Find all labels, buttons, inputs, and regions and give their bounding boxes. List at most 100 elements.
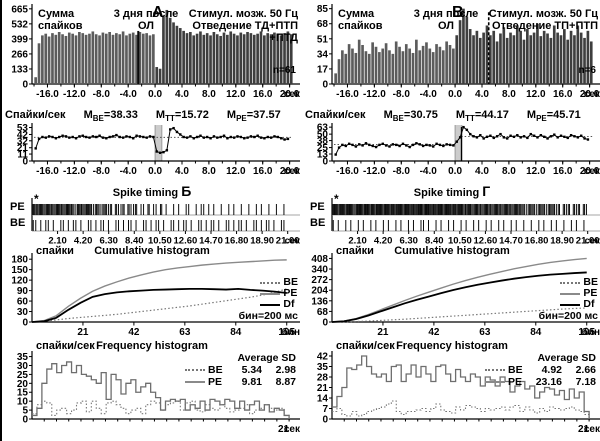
panel-raster-right: 2.10 4.20 6.30 8.40 10.50 12.60 14.70 16.80 18.9…	[302, 183, 600, 247]
dotted-line-sample	[260, 281, 281, 284]
svg-text:16.80: 16.80	[525, 236, 549, 247]
svg-text:105: 105	[278, 327, 295, 338]
svg-text:63: 63	[179, 327, 191, 338]
dotted-line-sample	[485, 369, 505, 372]
svg-text:21: 21	[278, 424, 290, 435]
svg-text:51: 51	[317, 34, 329, 45]
svg-text:0: 0	[322, 415, 328, 426]
svg-text:16.0: 16.0	[253, 166, 273, 177]
svg-text:-4.0: -4.0	[420, 89, 438, 100]
svg-text:266: 266	[11, 49, 28, 60]
frequency-ylabel: спайки/сек	[36, 340, 95, 352]
svg-text:4.20: 4.20	[374, 236, 393, 247]
svg-text:8.0: 8.0	[502, 166, 516, 177]
svg-text:-4.0: -4.0	[120, 166, 138, 177]
svg-text:13: 13	[317, 150, 329, 161]
stimulation-label: Стимул. мозж. 50 Гц Отведение ТП+ПТП	[488, 8, 598, 32]
sum-ylabel: Сумма спайков	[338, 8, 383, 32]
black-line-sample	[260, 303, 281, 306]
cumulative-ylabel: спайки	[36, 245, 74, 257]
svg-text:21: 21	[377, 327, 389, 338]
svg-text:6.30: 6.30	[399, 236, 418, 247]
svg-text:-4.0: -4.0	[120, 89, 138, 100]
svg-text:0.0: 0.0	[148, 89, 162, 100]
sum-histogram-right: 0 17 34 51 68 85 -16.0 -12.0 -8.0 -4.0 0.0 4.0 8.0 12…	[317, 4, 600, 100]
svg-text:0.0: 0.0	[148, 166, 162, 177]
rate-header: Спайки/сек MBE=30.75 MTT=44.17 MPE=45.71	[305, 109, 581, 124]
column-right: 0 17 34 51 68 85 -16.0 -12.0 -8.0 -4.0 0.0 4.0 8.0 12…	[302, 0, 600, 441]
panel-sum-right: 0 17 34 51 68 85 -16.0 -12.0 -8.0 -4.0 0.0 4.0 8.0 12…	[302, 0, 600, 110]
svg-text:84: 84	[230, 327, 242, 338]
panel-sum-left: 0 133 266 399 532 665 -16.0 -12.0 -8.0 -4.0 0.0 4.0…	[2, 0, 302, 110]
svg-text:18.90: 18.90	[550, 236, 574, 247]
raster-row-label-pe: PE	[310, 201, 325, 213]
cumulative-title: Cumulative histogram	[394, 245, 510, 257]
svg-text:408: 408	[311, 254, 328, 265]
rate-header: Спайки/сек MBE=38.33 MTT=15.72 MPE=37.57	[5, 109, 281, 124]
svg-text:11: 11	[17, 150, 28, 161]
svg-text:50: 50	[317, 130, 329, 141]
svg-text:25: 25	[17, 370, 29, 381]
svg-text:8.40: 8.40	[125, 236, 144, 247]
svg-text:42: 42	[128, 327, 140, 338]
panel-raster-left: 2.10 4.20 6.30 8.40 10.50 12.60 14.70 16.80 18.9…	[2, 183, 302, 247]
raster-row-label-pe: PE	[10, 201, 25, 213]
svg-text:0: 0	[22, 157, 28, 168]
svg-text:272: 272	[311, 275, 328, 286]
dotted-line-sample	[560, 281, 581, 284]
svg-text:34: 34	[317, 49, 329, 60]
sum-histogram-left: 0 133 266 399 532 665 -16.0 -12.0 -8.0 -4.0 0.0 4.0…	[11, 4, 301, 100]
svg-text:20.0: 20.0	[580, 166, 600, 177]
svg-text:0.0: 0.0	[448, 89, 462, 100]
cumulative-legend: BE PE Df	[260, 276, 298, 310]
panel-letter: В	[452, 4, 464, 21]
frequency-title: Frequency histogram	[96, 340, 208, 352]
svg-text:120: 120	[11, 276, 28, 287]
svg-text:8.0: 8.0	[202, 89, 216, 100]
svg-text:12.0: 12.0	[226, 166, 246, 177]
svg-text:42: 42	[17, 130, 29, 141]
svg-text:0: 0	[22, 318, 28, 329]
svg-text:12.60: 12.60	[174, 236, 198, 247]
svg-text:21: 21	[77, 327, 89, 338]
raster-row-label-be: BE	[310, 217, 326, 229]
svg-text:бин: бин	[582, 326, 600, 338]
svg-text:7: 7	[322, 404, 328, 415]
svg-text:-8.0: -8.0	[393, 166, 411, 177]
panel-rate-right: 0 13 25 38 50 63 -16.0 -12.0 -8.0 -4.0 0.0 4.0 8.0 12…	[302, 109, 600, 185]
svg-text:136: 136	[311, 296, 328, 307]
svg-text:12.0: 12.0	[226, 89, 246, 100]
svg-text:-4.0: -4.0	[420, 166, 438, 177]
svg-text:18.90: 18.90	[250, 236, 274, 247]
panel-cumulative-left: 0 30 60 90 120 150 180 21 42 63 84 105 бин спайки Cu…	[2, 245, 302, 342]
panel-rate-left: 0 11 21 32 42 53 -16.0 -12.0 -8.0 -4.0 0.0 4.0 8.0 12…	[2, 109, 302, 185]
svg-text:21: 21	[578, 424, 590, 435]
svg-text:5: 5	[22, 406, 28, 417]
svg-text:28: 28	[317, 373, 329, 384]
svg-text:0: 0	[22, 415, 28, 426]
svg-text:340: 340	[311, 265, 328, 276]
svg-text:-12.0: -12.0	[63, 166, 86, 177]
condition-label: 3 дня после ОЛ	[413, 8, 479, 32]
svg-text:30: 30	[17, 307, 29, 318]
stimulation-label: Стимул. мозж. 50 Гц Отведение ТД+ПТП +ПТД	[188, 8, 298, 44]
panel-frequency-left: 0 5 10 15 20 25 30 35 21 сек спайки/сек Frequency…	[2, 340, 302, 441]
svg-text:20.0: 20.0	[280, 89, 300, 100]
svg-text:399: 399	[11, 34, 28, 45]
svg-text:60: 60	[17, 297, 29, 308]
frequency-ylabel: спайки/сек	[336, 340, 395, 352]
svg-text:42: 42	[317, 352, 329, 363]
svg-text:133: 133	[11, 64, 28, 75]
svg-text:16.0: 16.0	[253, 89, 273, 100]
gray-line-sample	[560, 292, 581, 295]
spike-raster-left: 2.10 4.20 6.30 8.40 10.50 12.60 14.70 16.80 18.9…	[31, 198, 300, 247]
svg-text:сек: сек	[584, 89, 600, 100]
raster-row-label-be: BE	[10, 217, 26, 229]
svg-text:20.0: 20.0	[580, 89, 600, 100]
svg-text:0: 0	[322, 157, 328, 168]
svg-text:0.0: 0.0	[448, 166, 462, 177]
svg-text:42: 42	[428, 327, 440, 338]
